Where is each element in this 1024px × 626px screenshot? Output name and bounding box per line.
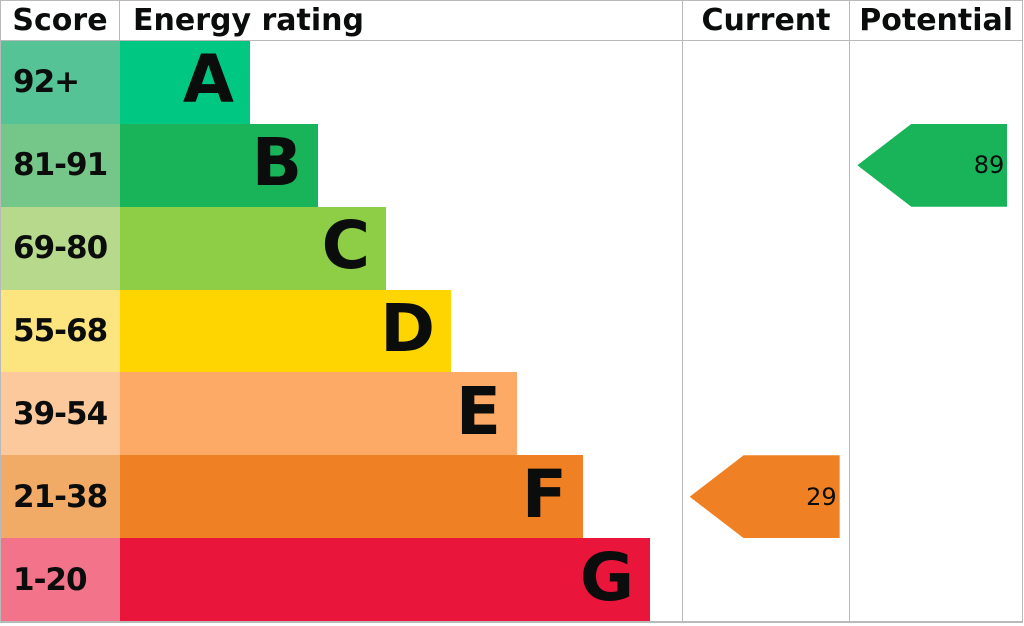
- rating-bar-e: E: [120, 372, 517, 456]
- score-range-label: 21-38: [1, 455, 120, 539]
- current-slot-g: [683, 538, 850, 621]
- energy-rating-header: Energy rating: [133, 3, 364, 38]
- potential-slot-a: [850, 41, 1022, 124]
- band-letter: C: [321, 207, 370, 285]
- table-header-row: Score Energy rating: [1, 1, 682, 41]
- current-slot-a: [683, 41, 850, 124]
- potential-slot-c: [850, 207, 1022, 290]
- score-range-label: 81-91: [1, 123, 120, 207]
- current-rating-arrow: 29: [689, 455, 840, 539]
- rating-bar-b: B: [120, 123, 318, 207]
- band-row-d: 55-68 D: [1, 289, 682, 373]
- rating-bar-d: D: [120, 289, 451, 373]
- rating-bar-f: F: [120, 455, 583, 539]
- potential-rating-arrow: 89: [857, 123, 1008, 207]
- current-header: Current: [682, 1, 850, 41]
- score-range-label: 39-54: [1, 372, 120, 456]
- potential-slot-b: 89: [850, 123, 1022, 207]
- current-column: Current 29: [681, 1, 850, 621]
- potential-slot-e: [850, 372, 1022, 455]
- current-rating-value: 29: [806, 482, 837, 511]
- current-slots: 29: [683, 41, 850, 621]
- band-letter: B: [251, 124, 302, 202]
- score-range-label: 1-20: [1, 538, 120, 622]
- band-row-b: 81-91 B: [1, 123, 682, 207]
- potential-column: Potential 89: [849, 1, 1022, 621]
- current-slot-c: [683, 207, 850, 290]
- potential-slot-g: [850, 538, 1022, 621]
- band-row-g: 1-20 G: [1, 538, 682, 622]
- band-row-c: 69-80 C: [1, 206, 682, 290]
- rating-bar-a: A: [120, 41, 250, 124]
- current-slot-d: [683, 290, 850, 373]
- band-letter: E: [455, 372, 501, 450]
- potential-rating-value: 89: [973, 151, 1005, 180]
- potential-slot-d: [850, 290, 1022, 373]
- band-letter: A: [182, 41, 234, 119]
- band-row-a: 92+ A: [1, 41, 682, 124]
- rating-bar-g: G: [120, 538, 650, 622]
- band-row-f: 21-38 F: [1, 455, 682, 539]
- potential-header: Potential: [850, 1, 1022, 41]
- score-range-label: 69-80: [1, 206, 120, 290]
- score-header: Score: [1, 1, 120, 40]
- potential-slots: 89: [850, 41, 1022, 621]
- band-rows: 92+ A 81-91 B 69-80 C 55-68 D 39-54 E 21-38 F 1-20 G: [1, 41, 682, 622]
- rating-bar-c: C: [120, 206, 386, 290]
- current-slot-e: [683, 372, 850, 455]
- band-row-e: 39-54 E: [1, 372, 682, 456]
- band-letter: G: [579, 538, 634, 616]
- potential-slot-f: [850, 455, 1022, 538]
- current-slot-f: 29: [683, 455, 850, 539]
- rating-section: Score Energy rating 92+ A 81-91 B 69-80 C 55-6…: [1, 1, 682, 622]
- score-range-label: 92+: [1, 41, 120, 124]
- band-letter: F: [521, 455, 567, 533]
- band-letter: D: [380, 290, 435, 367]
- current-slot-b: [683, 124, 850, 207]
- score-range-label: 55-68: [1, 289, 120, 373]
